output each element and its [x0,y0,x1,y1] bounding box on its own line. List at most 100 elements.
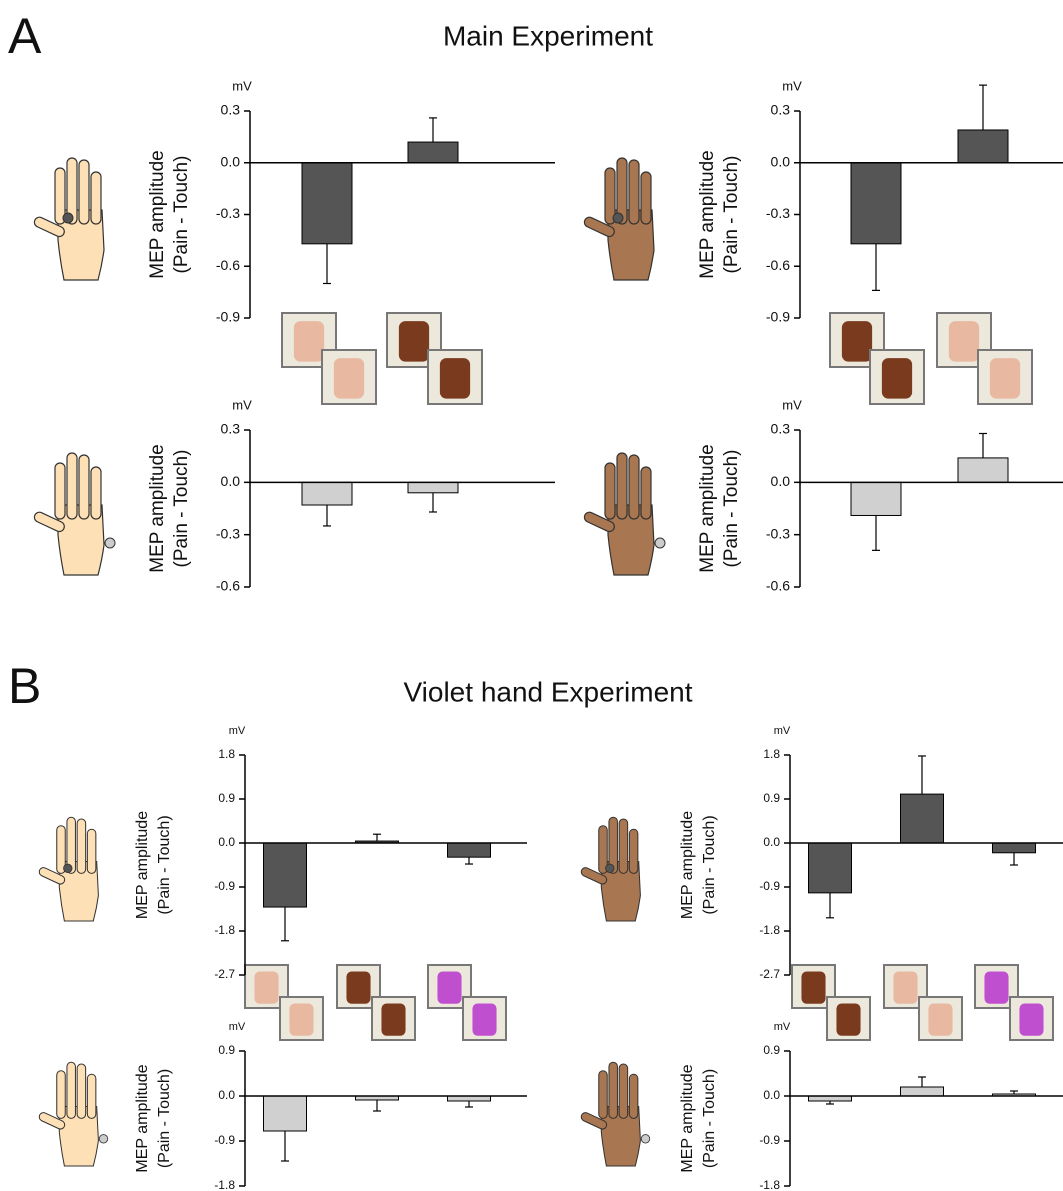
error-bar [465,857,473,864]
stim-dot [63,213,73,223]
bar [901,1087,944,1096]
error-bar [465,1101,473,1107]
stimulus-hand [472,1003,496,1035]
figure: A Main Experiment B Violet hand Experime… [0,0,1063,1191]
y-axis-label: MEP amplitude [697,150,718,279]
error-bar [979,85,987,130]
hand-finger [77,819,86,873]
error-bar [918,1077,926,1087]
y-tick-label: -0.9 [766,309,790,325]
y-axis-label: (Pain - Touch) [156,815,173,914]
error-bar [373,1100,381,1111]
y-tick-label: 0.9 [218,1043,235,1057]
y-tick-label: -0.6 [766,578,790,594]
panel-label: A [8,8,42,64]
stimulus-hand [984,971,1008,1003]
error-bar [373,834,381,841]
hand-finger [57,1071,66,1119]
y-axis-label: MEP amplitude [134,811,151,919]
hand-icon [38,1062,108,1166]
stim-dot [64,864,73,873]
y-tick-label: 0.3 [771,421,791,437]
stimulus-hand [1019,1003,1043,1035]
stimulus-hand [334,358,364,399]
stimulus-hand [346,971,370,1003]
unit-label: mV [774,725,791,737]
y-axis-label: (Pain - Touch) [721,156,742,274]
y-tick-label: -0.3 [216,525,240,541]
unit-label: mV [232,78,252,93]
y-tick-label: 0.0 [221,473,241,489]
stimulus-hand [990,358,1020,399]
unit-label: mV [774,1021,791,1033]
y-tick-label: 0.0 [763,835,780,849]
stimulus-hand [399,321,429,362]
bar [264,1096,307,1131]
y-axis-label: (Pain - Touch) [701,815,718,914]
y-axis-label: MEP amplitude [679,811,696,919]
y-tick-label: -2.7 [214,967,235,981]
hand-icon [33,158,104,280]
stimulus-hand [949,321,979,362]
bar [851,482,901,515]
hand-finger [79,455,89,519]
hand-finger [629,829,638,873]
hand-finger [605,463,615,519]
unit-label: mV [229,725,246,737]
y-tick-label: 1.8 [763,747,780,761]
y-tick-label: 0.9 [218,791,235,805]
hand-finger [67,1062,76,1118]
stimulus-hand [928,1003,952,1035]
y-tick-label: -1.8 [214,923,235,937]
y-tick-label: 0.0 [218,835,235,849]
hand-finger [629,1074,638,1118]
stimulus-hand [381,1003,405,1035]
y-axis-label: MEP amplitude [147,150,168,279]
bar [408,142,458,163]
hand-finger [619,819,628,873]
unit-label: mV [232,397,252,412]
y-axis-label: (Pain - Touch) [171,156,192,274]
y-axis-label: MEP amplitude [697,444,718,573]
page: A Main Experiment B Violet hand Experime… [0,0,1063,1191]
error-bar [323,505,331,526]
y-axis-label: MEP amplitude [147,444,168,573]
bar [302,163,352,244]
stim-dot [105,538,115,548]
y-tick-label: -0.6 [216,578,240,594]
stimulus-hand [289,1003,313,1035]
error-bar [826,893,834,918]
unit-label: mV [229,1021,246,1033]
y-tick-label: -0.6 [766,257,790,273]
panel-title: Violet hand Experiment [404,676,693,707]
stimulus-hand [882,358,912,399]
hand-finger [599,1071,608,1119]
y-tick-label: 0.9 [763,791,780,805]
y-tick-label: -2.7 [759,967,780,981]
error-bar [872,244,880,291]
hand-finger [641,172,651,224]
hand-finger [641,467,651,519]
y-tick-label: -0.9 [759,879,780,893]
y-tick-label: 0.0 [771,473,791,489]
error-bar [429,118,437,142]
stimulus-hand [893,971,917,1003]
hand-finger [609,1062,618,1118]
stimulus-hand [254,971,278,1003]
y-tick-label: -0.3 [766,205,790,221]
hand-finger [91,467,101,519]
error-bar [979,433,987,457]
bar [958,130,1008,163]
y-tick-label: 0.3 [221,102,241,118]
error-bar [429,493,437,512]
y-axis-label: MEP amplitude [134,1064,151,1172]
stim-dot [606,864,615,873]
hand-finger [619,1064,628,1118]
stimulus-hand [294,321,324,362]
error-bar [281,907,289,941]
bar [901,794,944,843]
stim-dot [655,538,665,548]
stimulus-hand [842,321,872,362]
unit-label: mV [782,78,802,93]
y-tick-label: 0.0 [763,1088,780,1102]
